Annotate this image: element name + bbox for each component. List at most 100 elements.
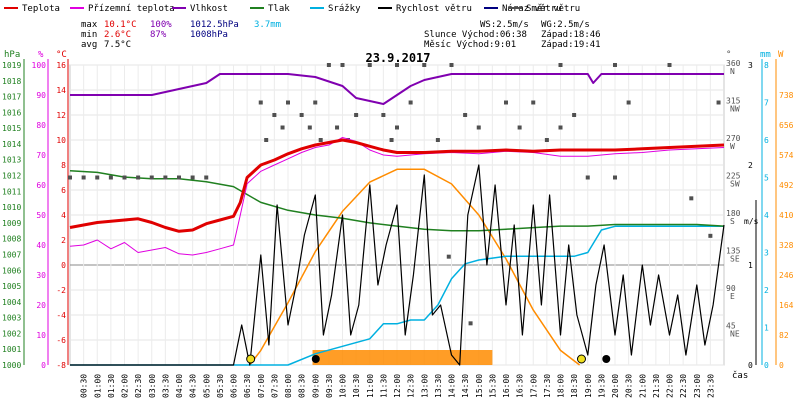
stat-avg-temp: 7.5°C (104, 40, 131, 50)
series-ground-temp (69, 137, 725, 256)
tick-x: 23:30 (706, 374, 715, 398)
legend: Teplota Přízemní teplota Vlhkost Tlak Srážky… (4, 4, 580, 14)
wind-dir-point (68, 175, 72, 180)
tick-x: 18:00 (557, 374, 566, 398)
tick-pct: 90 (36, 91, 46, 100)
tick-pct: 20 (36, 301, 46, 310)
wind-dir-point (585, 175, 590, 180)
tick-hpa: 1004 (2, 298, 21, 307)
wind-dir-point (446, 254, 451, 259)
stat-max-label: max (81, 20, 98, 30)
tick-degc: -8 (56, 361, 66, 370)
tick-hpa: 1009 (2, 219, 21, 228)
wind-dir-point (389, 138, 394, 142)
stat-min-press: 1008hPa (190, 30, 228, 40)
tick-x: 01:00 (93, 374, 102, 398)
tick-hpa: 1001 (2, 345, 21, 354)
tick-x: 05:00 (202, 374, 211, 398)
tick-x: 03:00 (148, 374, 157, 398)
stat-sun-set: Západ:18:46 (541, 30, 601, 40)
series-temp (69, 138, 725, 233)
wind-dir-point (468, 321, 473, 326)
tick-x: 04:00 (175, 374, 184, 398)
moonrise-marker (311, 355, 320, 363)
tick-w: 164 (779, 301, 794, 310)
tick-hpa: 1000 (2, 361, 21, 370)
wind-dir-point (204, 175, 209, 180)
tick-mm: 4 (764, 211, 769, 220)
wind-dir-point (367, 63, 372, 67)
wind-dir-point (517, 125, 522, 130)
tick-x: 19:00 (584, 374, 593, 398)
wind-dir-point (258, 100, 263, 105)
tick-x: 13:30 (434, 374, 443, 398)
tick-w: 0 (779, 361, 784, 370)
tick-hpa: 1010 (2, 203, 21, 212)
rain-intensity-bars (312, 350, 493, 365)
tick-mm: 8 (764, 61, 769, 70)
tick-x: 07:00 (257, 374, 266, 398)
tick-x: 22:00 (666, 374, 675, 398)
stat-min-hum: 87% (150, 30, 167, 40)
tick-x: 02:30 (134, 374, 143, 398)
tick-x: 21:30 (652, 374, 661, 398)
tick-dir: 270 (726, 134, 741, 143)
tick-degc: -2 (56, 286, 66, 295)
legend-label: Teplota (22, 4, 60, 14)
stat-max-press: 1012.5hPa (190, 20, 239, 30)
tick-dir-label: SE (730, 255, 740, 264)
tick-hpa: 1003 (2, 314, 21, 323)
tick-degc: -6 (56, 336, 66, 345)
tick-pct: 50 (36, 211, 46, 220)
stat-min-label: min (81, 30, 97, 40)
tick-degc: 0 (61, 261, 66, 270)
tick-x: 22:30 (679, 374, 688, 398)
tick-x: 14:30 (461, 374, 470, 398)
tick-degc: 10 (56, 136, 66, 145)
wind-dir-point (572, 113, 577, 117)
axes: hPa% °C1019101810171016101510141013101210… (2, 50, 794, 398)
tick-w: 738 (779, 91, 794, 100)
legend-label: Srážky (328, 4, 361, 14)
tick-x: 11:00 (366, 374, 375, 398)
wind-dir-point (408, 100, 413, 105)
tick-mm: 3 (764, 249, 769, 258)
tick-hpa: 1012 (2, 172, 21, 181)
tick-ms: 2 (748, 161, 753, 170)
wind-dir-point (626, 100, 631, 105)
tick-x: 10:00 (339, 374, 348, 398)
sunrise-marker (246, 354, 256, 364)
tick-x: 12:30 (407, 374, 416, 398)
tick-x: 07:30 (270, 374, 279, 398)
tick-dir: 315 (726, 97, 741, 106)
series-humidity (70, 73, 724, 105)
tick-hpa: 1002 (2, 329, 21, 338)
tick-degc: -4 (56, 311, 66, 320)
tick-hpa: 1005 (2, 282, 21, 291)
tick-degc: 4 (61, 211, 66, 220)
wind-dir-point (395, 125, 399, 130)
tick-pct: 30 (36, 271, 46, 280)
tick-mm: 5 (764, 174, 769, 183)
wind-dir-point (177, 175, 181, 180)
tick-pct: 80 (36, 121, 46, 130)
wind-dir-point (280, 125, 285, 130)
tick-dir: 180 (726, 209, 741, 218)
wind-dir-point (558, 63, 563, 67)
tick-x: 19:30 (597, 374, 606, 398)
tick-mm: 0 (764, 361, 769, 370)
wind-dir-point (463, 113, 468, 117)
tick-x: 20:00 (611, 374, 620, 398)
tick-x: 08:30 (298, 374, 307, 398)
tick-mm: 6 (764, 136, 769, 145)
tick-degc: 2 (61, 236, 66, 245)
wind-dir-point (449, 63, 454, 67)
tick-degc: 12 (56, 111, 66, 120)
wind-dir-point (558, 125, 563, 130)
tick-x: 02:00 (121, 374, 130, 398)
tick-w: 328 (779, 241, 794, 250)
series-pressure (69, 170, 725, 232)
tick-dir: 45 (726, 322, 736, 331)
stat-avg-label: avg (81, 40, 97, 50)
wind-dir-point (716, 100, 721, 105)
